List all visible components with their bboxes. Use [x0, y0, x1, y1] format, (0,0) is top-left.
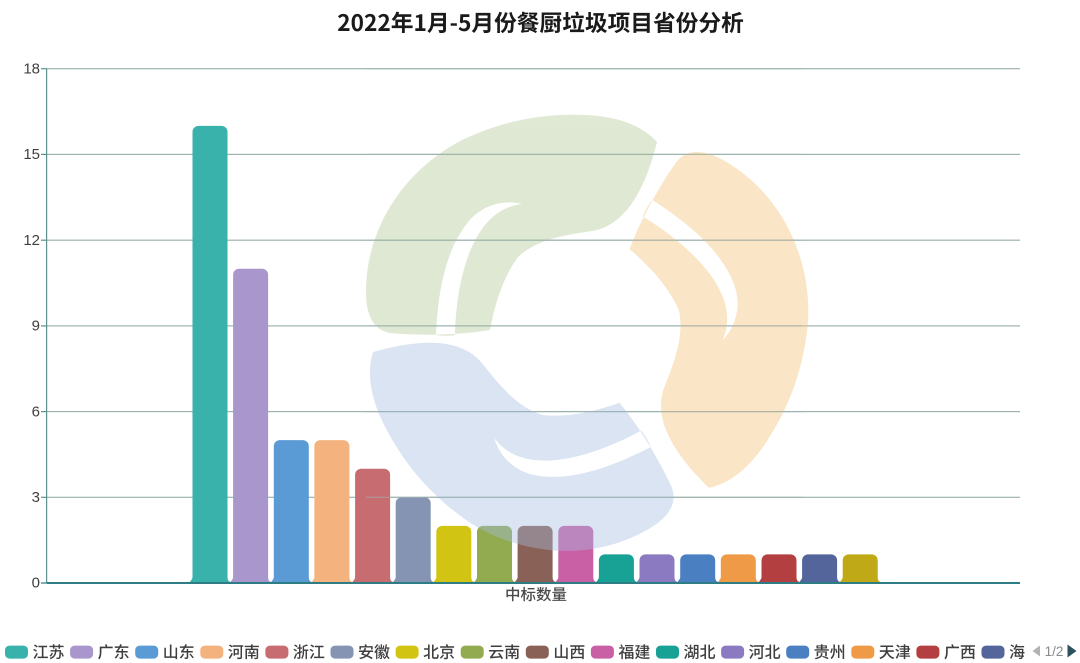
svg-text:12: 12 — [23, 232, 40, 249]
svg-text:6: 6 — [32, 403, 40, 420]
svg-text:18: 18 — [23, 60, 40, 77]
svg-text:0: 0 — [32, 575, 40, 592]
svg-text:3: 3 — [32, 489, 40, 506]
svg-text:9: 9 — [32, 318, 40, 335]
svg-text:1/2: 1/2 — [1045, 644, 1064, 659]
svg-text:15: 15 — [23, 146, 40, 163]
